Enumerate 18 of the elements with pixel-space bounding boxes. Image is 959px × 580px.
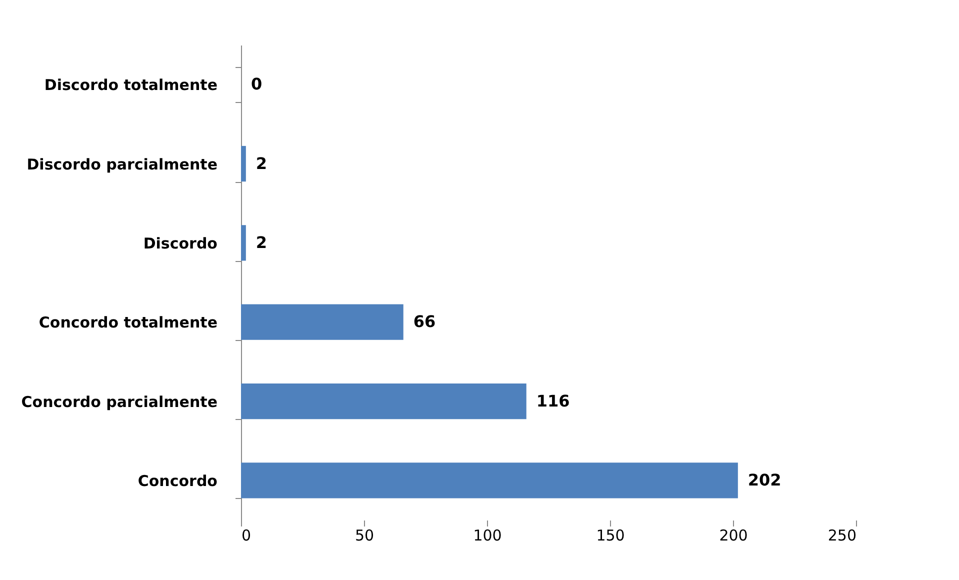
- data-label: 2: [256, 232, 268, 252]
- y-tick-label: Concordo totalmente: [38, 314, 218, 332]
- x-tick-label: 250: [828, 526, 856, 544]
- x-tick-label: 200: [719, 526, 748, 544]
- y-tick-label: Concordo: [138, 472, 218, 490]
- x-tick-label: 150: [596, 526, 625, 544]
- y-tick-label: Concordo parcialmente: [21, 392, 218, 411]
- y-tick-label: Discordo totalmente: [44, 76, 218, 94]
- data-label: 2: [256, 154, 268, 173]
- data-label: 0: [251, 74, 262, 94]
- y-tick-label: Discordo: [143, 234, 218, 252]
- x-tick-label: 50: [354, 526, 374, 544]
- y-tick-label: Discordo parcialmente: [26, 155, 218, 174]
- data-label: 202: [748, 470, 782, 490]
- x-tick-label: 0: [242, 526, 252, 544]
- data-label: 66: [413, 312, 436, 332]
- data-label: 116: [536, 391, 570, 410]
- x-tick-label: 100: [473, 526, 502, 544]
